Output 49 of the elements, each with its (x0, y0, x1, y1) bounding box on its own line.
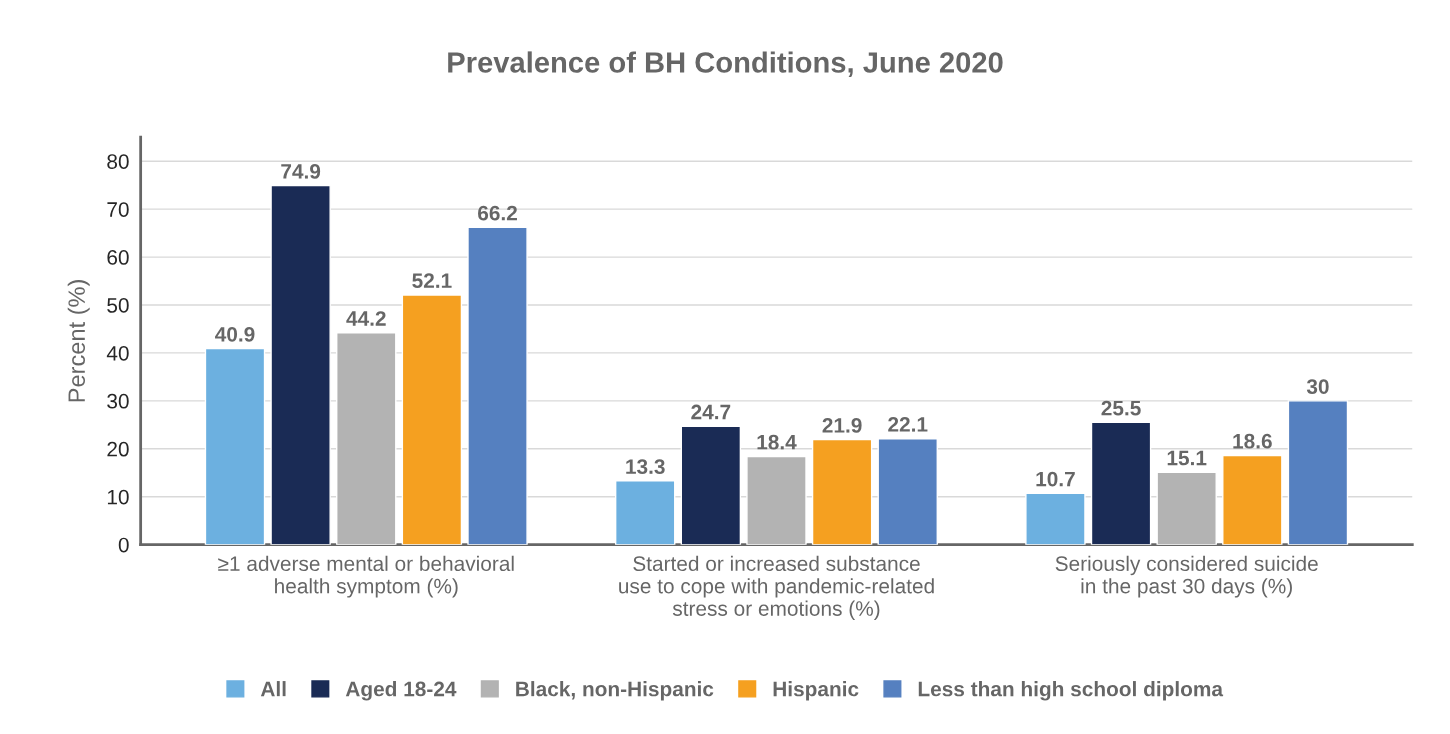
bar (336, 332, 397, 545)
data-label: 40.9 (215, 326, 255, 342)
data-label: 24.7 (691, 404, 731, 420)
bar (1025, 492, 1086, 545)
bar (746, 455, 807, 545)
y-tick-label: 10 (107, 489, 129, 505)
y-tick-label: 40 (106, 345, 129, 361)
data-label: 74.9 (281, 164, 321, 179)
y-tick-label: 0 (118, 537, 129, 553)
bar (811, 438, 873, 545)
bar (614, 480, 676, 545)
bar (204, 347, 266, 545)
y-axis-title: Percent (%) (67, 280, 90, 402)
legend-label: Black, non-Hispanic (516, 681, 714, 701)
bar (270, 184, 331, 545)
bar (1222, 454, 1283, 545)
data-label: 21.9 (822, 418, 862, 433)
data-label: 18.4 (757, 434, 797, 450)
y-tick-label: 30 (107, 393, 129, 409)
legend-label: Aged 18-24 (345, 681, 457, 701)
data-label: 52.1 (412, 273, 452, 289)
data-label: 18.6 (1233, 433, 1272, 449)
bar (401, 294, 463, 545)
y-tick-label: 70 (107, 202, 129, 217)
legend-label: All (260, 681, 286, 697)
data-label: 66.2 (478, 205, 517, 221)
y-tick-label: 80 (107, 154, 129, 169)
bar (1156, 471, 1217, 545)
chart-title: Prevalence of BH Conditions, June 2020 (448, 51, 1003, 78)
bar (1090, 421, 1152, 545)
x-tick-label: ≥1 adverse mental or behavioral health symptom (%) (218, 555, 514, 598)
data-label: 13.3 (626, 459, 665, 475)
legend-label: Hispanic (773, 681, 859, 701)
data-label: 30 (1306, 379, 1329, 394)
data-label: 15.1 (1167, 450, 1207, 466)
x-tick-label: Started or increased substance use to cope with pandemic-related stress or emotions (%) (619, 555, 934, 621)
bar (467, 226, 528, 545)
data-label: 22.1 (888, 417, 928, 432)
data-label: 44.2 (346, 311, 386, 326)
y-tick-label: 60 (107, 250, 129, 265)
bar (877, 438, 938, 545)
y-tick-label: 50 (107, 298, 129, 313)
data-label: 25.5 (1101, 400, 1141, 416)
y-tick-label: 20 (107, 441, 129, 457)
bar (680, 425, 742, 545)
data-label: 10.7 (1036, 471, 1075, 487)
x-tick-label: Seriously considered suicide in the past 30 days (%) (1055, 555, 1318, 598)
legend-label: Less than high school diploma (918, 681, 1224, 701)
bar (1287, 400, 1349, 545)
